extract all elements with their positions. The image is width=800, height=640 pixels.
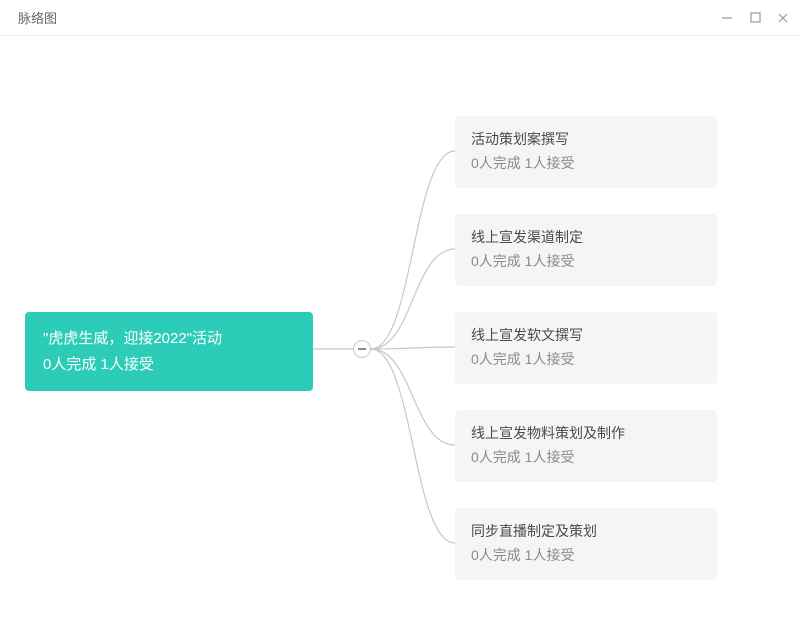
child-title: 线上宣发软文撰写 [471,324,701,348]
minus-icon [358,348,366,350]
maximize-button[interactable] [748,11,762,25]
close-button[interactable] [776,11,790,25]
mindmap-canvas[interactable]: "虎虎生威，迎接2022"活动 0人完成 1人接受 活动策划案撰写0人完成 1人… [0,36,800,640]
child-node[interactable]: 线上宣发渠道制定0人完成 1人接受 [455,214,717,286]
child-status: 0人完成 1人接受 [471,544,701,568]
child-node[interactable]: 同步直播制定及策划0人完成 1人接受 [455,508,717,580]
root-node[interactable]: "虎虎生威，迎接2022"活动 0人完成 1人接受 [25,312,313,391]
child-title: 线上宣发渠道制定 [471,226,701,250]
child-title: 活动策划案撰写 [471,128,701,152]
child-title: 线上宣发物料策划及制作 [471,422,701,446]
minimize-button[interactable] [720,11,734,25]
collapse-toggle[interactable] [353,340,371,358]
window-title: 脉络图 [18,8,57,27]
titlebar: 脉络图 [0,0,800,36]
child-status: 0人完成 1人接受 [471,348,701,372]
child-status: 0人完成 1人接受 [471,152,701,176]
child-title: 同步直播制定及策划 [471,520,701,544]
child-node[interactable]: 活动策划案撰写0人完成 1人接受 [455,116,717,188]
child-status: 0人完成 1人接受 [471,446,701,470]
child-node[interactable]: 线上宣发软文撰写0人完成 1人接受 [455,312,717,384]
window-controls [720,11,790,25]
child-status: 0人完成 1人接受 [471,250,701,274]
child-node[interactable]: 线上宣发物料策划及制作0人完成 1人接受 [455,410,717,482]
root-status: 0人完成 1人接受 [43,352,295,378]
root-title: "虎虎生威，迎接2022"活动 [43,326,295,352]
